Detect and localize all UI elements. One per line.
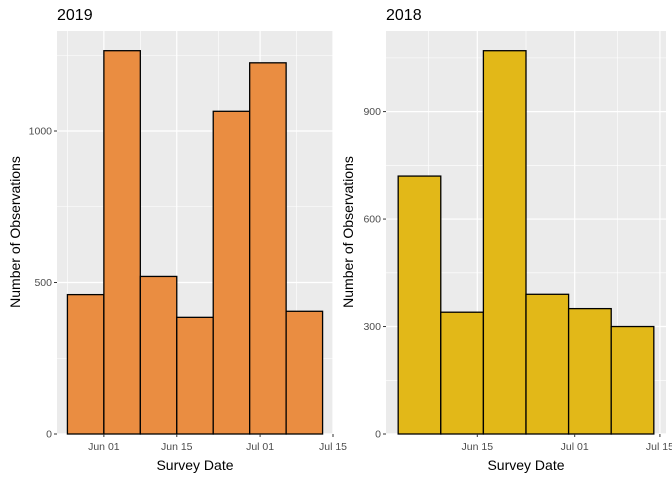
y-tick-label: 600 — [363, 214, 381, 226]
bar-2019-2019-06-08 — [139, 275, 178, 435]
y-tick-label: 300 — [363, 321, 381, 333]
y-tick-label: 1000 — [29, 125, 53, 137]
x-tick-label: Jun 01 — [88, 441, 120, 453]
bar-2019-2019-07-06 — [285, 310, 324, 435]
chart-title-2018: 2018 — [386, 7, 422, 24]
x-tick-label: Jul 01 — [246, 441, 274, 453]
bar-2018-2018-07-07 — [610, 325, 655, 435]
bar-2018-2018-06-30 — [567, 307, 612, 435]
y-axis-ticks-2019: 0 500 1000 — [29, 125, 57, 441]
x-axis-ticks-2019: Jun 01 Jun 15 Jul 01 Jul 15 — [88, 434, 347, 453]
x-tick-label: Jun 15 — [161, 441, 193, 453]
bar-2019-2019-05-25 — [66, 293, 105, 435]
chart-2018: 2018 0 300 600 900 Jun 15 Jul 01 Jul 15 Surve… — [340, 7, 672, 473]
y-axis-title-2018: Number of Observations — [340, 156, 356, 308]
x-tick-label: Jun 15 — [462, 441, 494, 453]
x-tick-label: Jul 15 — [646, 441, 672, 453]
bar-2018-2018-06-02 — [397, 175, 442, 435]
x-axis-title-2018: Survey Date — [487, 457, 564, 473]
y-tick-label: 500 — [34, 277, 52, 289]
bars-2018 — [397, 50, 655, 435]
bars-2019 — [66, 50, 324, 435]
bar-2018-2018-06-09 — [440, 311, 485, 435]
y-tick-label: 0 — [375, 429, 381, 441]
x-tick-label: Jul 15 — [319, 441, 347, 453]
bar-2019-2019-06-15 — [176, 316, 214, 435]
y-axis-title-2019: Number of Observations — [7, 156, 23, 308]
bar-2019-2019-06-22 — [212, 110, 251, 435]
x-axis-title-2019: Survey Date — [156, 457, 233, 473]
bar-2018-2018-06-23 — [525, 293, 570, 435]
y-tick-label: 900 — [363, 106, 381, 118]
chart-2019: 2019 0 500 1000 Jun 01 Jun 15 Jul 01 Jul 15 S… — [7, 7, 347, 473]
x-axis-ticks-2018: Jun 15 Jul 01 Jul 15 — [462, 434, 672, 453]
bar-2019-2019-06-29 — [249, 62, 287, 435]
y-axis-ticks-2018: 0 300 600 900 — [363, 106, 386, 441]
chart-title-2019: 2019 — [57, 7, 93, 24]
bar-2019-2019-06-01 — [103, 50, 141, 435]
y-tick-label: 0 — [46, 429, 52, 441]
bar-2018-2018-06-16 — [482, 50, 527, 435]
x-tick-label: Jul 01 — [561, 441, 589, 453]
